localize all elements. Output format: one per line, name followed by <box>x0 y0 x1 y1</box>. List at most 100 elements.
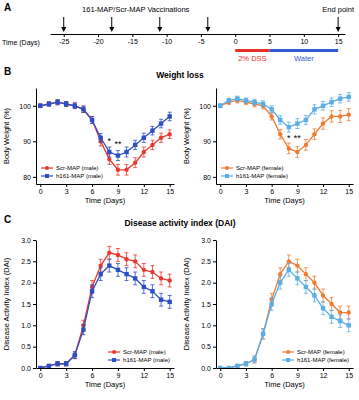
tick: 15 <box>345 368 353 379</box>
chart: 036912158090100Time (Days)Body Weight (%… <box>2 89 175 206</box>
tick: 3.0 <box>201 237 216 244</box>
error-cap <box>312 104 316 105</box>
error-cap <box>73 102 77 103</box>
axis: 8090100 <box>199 89 216 185</box>
error-cap <box>338 314 342 315</box>
series-line <box>40 266 169 368</box>
marker <box>304 285 308 289</box>
legend-marker <box>45 174 49 178</box>
marker <box>107 157 111 161</box>
marker <box>235 96 239 100</box>
tick: 0 <box>219 368 223 379</box>
legend-item: h161-MAP (female) <box>221 173 288 179</box>
error-bar <box>270 298 274 311</box>
marker <box>244 98 248 102</box>
error-bar <box>227 98 231 102</box>
tick-mark <box>33 240 36 241</box>
marker <box>64 362 68 366</box>
marker <box>159 276 163 280</box>
error-bar <box>107 147 111 157</box>
error-cap <box>142 133 146 134</box>
marker <box>47 364 51 368</box>
tick: 100 <box>199 103 216 110</box>
error-bar <box>133 255 137 268</box>
tick-mark <box>170 368 171 371</box>
tick: 15 <box>166 184 174 195</box>
tick-mark <box>297 368 298 371</box>
marker <box>252 357 256 361</box>
tick-label: 3 <box>65 372 69 379</box>
axis-title: Disease Activity Index (DAI) <box>182 257 191 350</box>
tick-mark <box>323 368 324 371</box>
error-bar <box>64 102 68 107</box>
event-label: End point <box>322 5 355 14</box>
error-cap <box>338 110 342 111</box>
tick-label: 90 <box>203 138 211 145</box>
error-cap <box>142 276 146 277</box>
error-bar <box>107 246 111 259</box>
tick-mark <box>40 184 41 187</box>
error-bar <box>133 272 137 285</box>
marker <box>278 280 282 284</box>
error-bar <box>330 111 334 122</box>
error-cap <box>278 129 282 130</box>
tick-mark <box>220 368 221 371</box>
tick-label: 9 <box>116 372 120 379</box>
legend-item: Scr-MAP (female) <box>282 349 345 355</box>
error-cap <box>295 146 299 147</box>
series-line <box>220 97 348 127</box>
error-bar <box>107 259 111 272</box>
tick: 0.5 <box>21 343 36 350</box>
error-bar <box>287 263 291 276</box>
error-bar <box>321 102 325 111</box>
error-cap <box>321 101 325 102</box>
series-line <box>40 253 169 368</box>
tick: 12 <box>320 184 328 195</box>
error-bar <box>278 130 282 139</box>
marker <box>338 310 342 314</box>
error-bar <box>125 164 129 175</box>
error-cap <box>295 157 299 158</box>
error-bar <box>304 140 308 151</box>
tick-mark <box>213 177 216 178</box>
error-bar <box>73 103 77 109</box>
error-cap <box>270 310 274 311</box>
error-bar <box>64 102 68 107</box>
error-cap <box>253 362 257 363</box>
error-bar <box>168 112 172 121</box>
marker <box>150 270 154 274</box>
error-cap <box>159 142 163 143</box>
tick: -15 <box>128 34 138 45</box>
tick-label: 0 <box>39 372 43 379</box>
tick-label: 6 <box>270 188 274 195</box>
error-bar <box>321 289 325 302</box>
tick: 0 <box>234 34 238 45</box>
error-cap <box>133 167 137 168</box>
error-cap <box>321 110 325 111</box>
error-cap <box>278 289 282 290</box>
error-bar <box>73 352 77 359</box>
tick-mark <box>213 141 216 142</box>
tick-label: 2.0 <box>201 279 211 286</box>
panel-label: A <box>4 2 11 13</box>
error-bar <box>116 151 120 161</box>
legend: Scr-MAP (male)h161-MAP (male) <box>41 165 103 179</box>
error-cap <box>116 276 120 277</box>
panel-label: B <box>4 66 11 77</box>
error-cap <box>261 328 265 329</box>
tick: -5 <box>198 34 204 45</box>
error-bar <box>218 104 222 108</box>
error-bar <box>150 266 154 279</box>
error-cap <box>312 113 316 114</box>
axis-title: Body Weight (%) <box>2 107 11 164</box>
error-bar <box>159 272 163 285</box>
marker <box>235 364 239 368</box>
legend-marker <box>286 358 290 362</box>
error-cap <box>90 280 94 281</box>
axis: 03691215 <box>217 184 354 195</box>
error-cap <box>150 278 154 279</box>
tick-mark <box>144 184 145 187</box>
legend-item: Scr-MAP (female) <box>221 165 284 171</box>
marker <box>329 315 333 319</box>
legend-item: h161-MAP (male) <box>41 173 103 179</box>
